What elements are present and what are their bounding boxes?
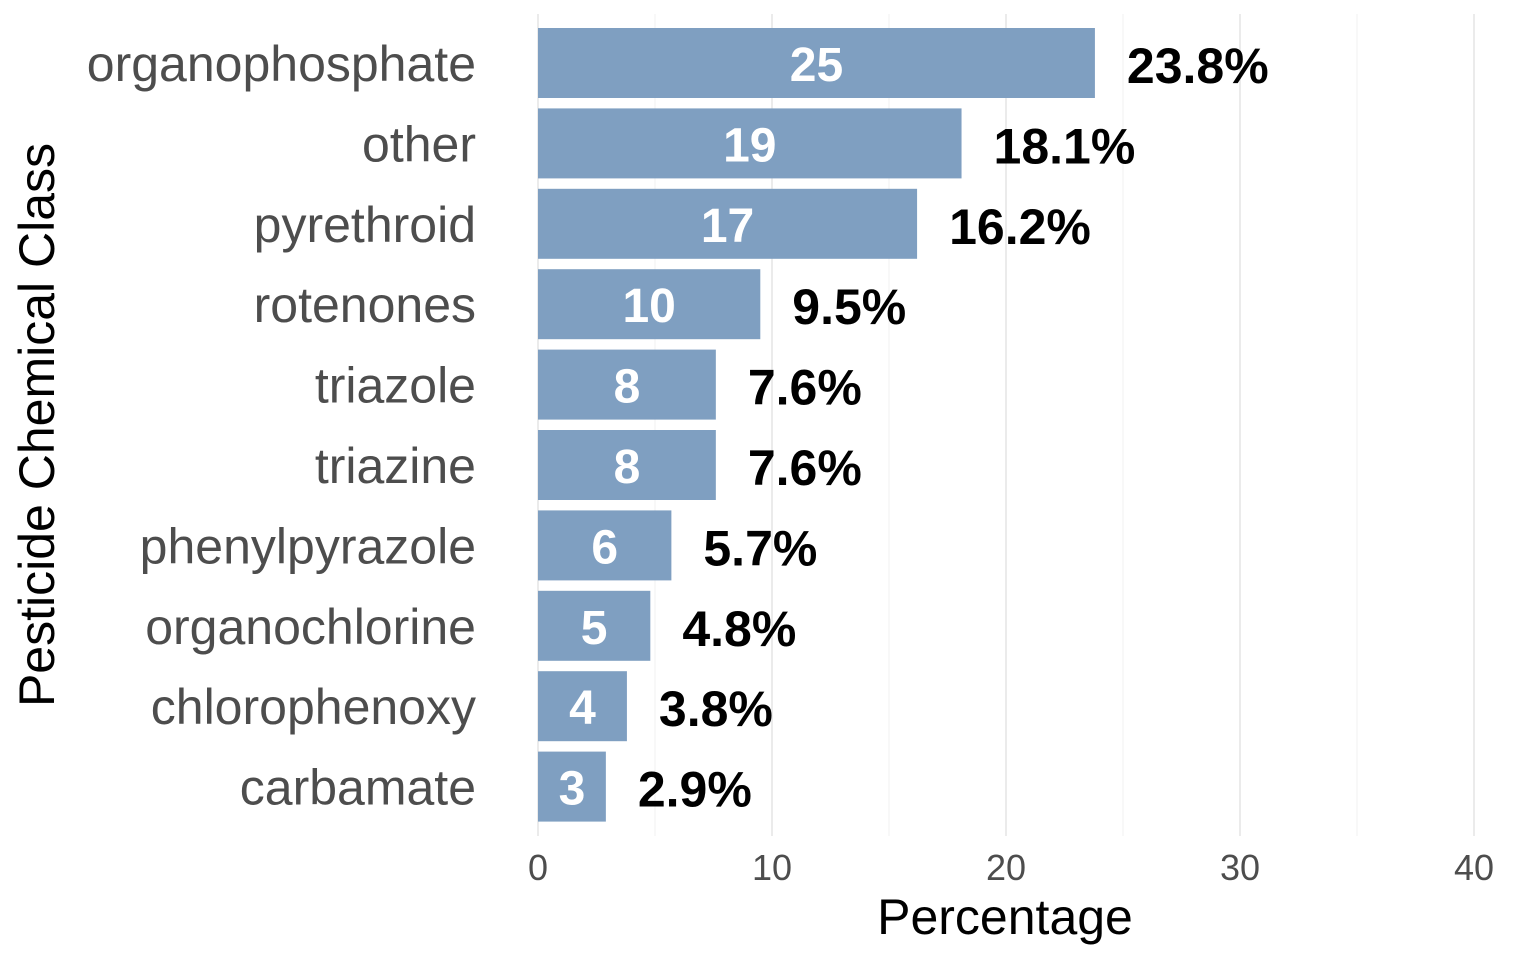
bar	[538, 349, 716, 420]
category-label: phenylpyrazole	[140, 518, 476, 574]
count-label: 4	[569, 682, 596, 735]
category-label: organochlorine	[145, 599, 476, 655]
count-label: 17	[701, 200, 754, 253]
count-label: 25	[790, 39, 843, 92]
count-label: 10	[622, 280, 675, 333]
x-tick-label: 10	[752, 847, 792, 888]
category-label: rotenones	[254, 277, 476, 333]
category-label: organophosphate	[87, 36, 476, 92]
category-label: other	[362, 116, 476, 172]
percent-label: 9.5%	[792, 279, 906, 335]
bar	[538, 510, 672, 581]
bar	[538, 269, 761, 340]
percent-label: 16.2%	[949, 199, 1091, 255]
count-label: 8	[614, 361, 641, 414]
percent-label: 7.6%	[748, 360, 862, 416]
count-label: 19	[723, 119, 776, 172]
count-label: 3	[559, 763, 586, 816]
percent-label: 2.9%	[638, 762, 752, 818]
x-tick-label: 40	[1454, 847, 1494, 888]
x-tick-label: 20	[986, 847, 1026, 888]
bar	[538, 671, 627, 742]
percent-label: 18.1%	[994, 118, 1136, 174]
count-label: 8	[614, 441, 641, 494]
count-label: 5	[581, 602, 608, 655]
category-label: triazine	[315, 438, 476, 494]
category-label: triazole	[315, 358, 476, 414]
count-labels: 25 19 17 10 8 8 6 5 4 3	[559, 39, 844, 816]
bars	[538, 28, 1095, 822]
bar	[538, 108, 962, 179]
percent-label: 3.8%	[659, 681, 773, 737]
count-label: 6	[591, 521, 618, 574]
percent-label: 4.8%	[682, 601, 796, 657]
bar	[538, 590, 651, 661]
percent-label: 5.7%	[703, 520, 817, 576]
y-axis-title: Pesticide Chemical Class	[9, 143, 65, 707]
x-axis-title: Percentage	[877, 889, 1133, 945]
bar	[538, 751, 606, 822]
category-labels: organophosphate other pyrethroid rotenones t…	[87, 36, 476, 816]
category-label: carbamate	[240, 760, 476, 816]
percent-label: 23.8%	[1127, 38, 1269, 94]
x-tick-labels: 0 10 20 30 40	[528, 847, 1494, 888]
percent-labels: 23.8% 18.1% 16.2% 9.5% 7.6% 7.6% 5.7% 4.8% 3.8% 2…	[638, 38, 1269, 818]
category-label: chlorophenoxy	[151, 679, 476, 735]
bar	[538, 28, 1095, 98]
x-tick-label: 30	[1220, 847, 1260, 888]
category-label: pyrethroid	[254, 197, 476, 253]
percent-label: 7.6%	[748, 440, 862, 496]
bar	[538, 188, 918, 259]
x-tick-label: 0	[528, 847, 548, 888]
bar	[538, 430, 716, 500]
